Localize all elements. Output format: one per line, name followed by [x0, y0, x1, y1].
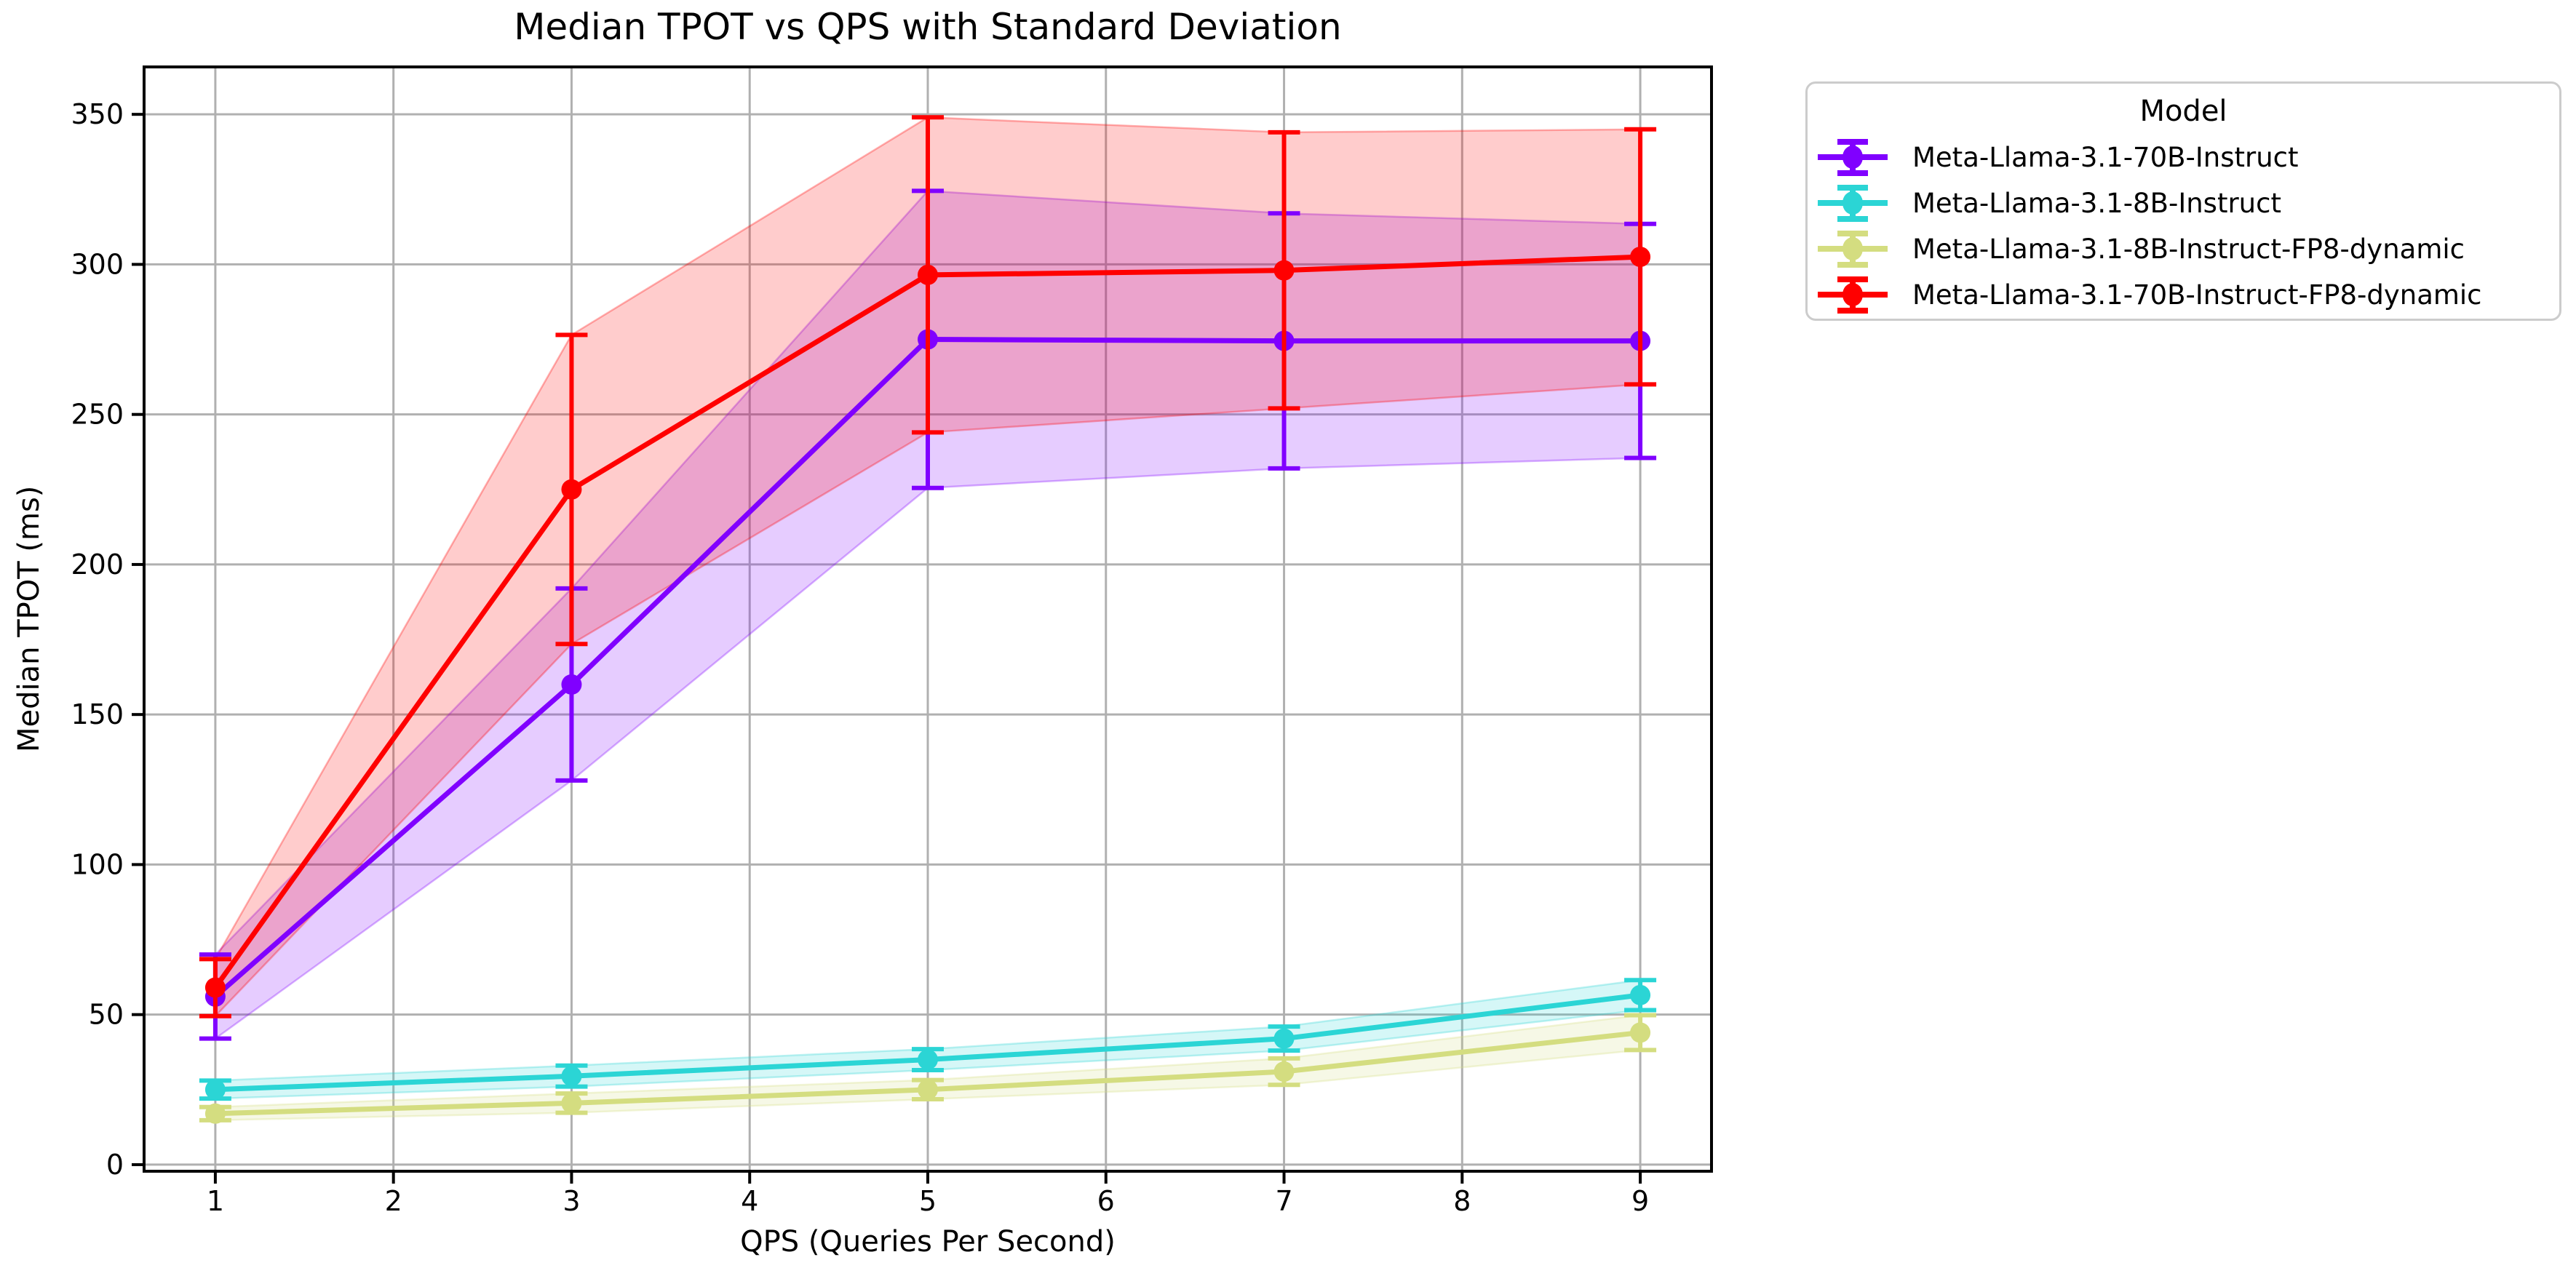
x-axis-label: QPS (Queries Per Second) [740, 1225, 1116, 1259]
data-point-marker [1630, 247, 1651, 268]
x-tick-label: 8 [1453, 1185, 1471, 1217]
legend-item-label: Meta-Llama-3.1-8B-Instruct [1912, 188, 2281, 219]
legend-item-label: Meta-Llama-3.1-8B-Instruct-FP8-dynamic [1912, 234, 2465, 265]
errorbar-glyph-icon [1818, 139, 1888, 176]
errorbar-glyph-icon [1818, 276, 1888, 314]
data-point-marker [1630, 1022, 1651, 1043]
x-tick-label: 6 [1097, 1185, 1115, 1217]
x-tick-label: 4 [741, 1185, 758, 1217]
y-tick-label: 300 [71, 248, 124, 280]
data-point-marker [204, 1103, 226, 1124]
data-point-marker [204, 977, 226, 998]
data-point-marker [918, 1049, 938, 1070]
errorbar-glyph-icon [1818, 185, 1888, 222]
y-tick-label: 200 [71, 549, 124, 581]
data-point-marker [1273, 1061, 1295, 1082]
axes-spines [143, 65, 1713, 1173]
y-tick-label: 150 [71, 698, 124, 730]
errorbar-glyph-icon [1818, 231, 1888, 268]
data-point-marker [561, 1066, 582, 1087]
y-tick-label: 0 [106, 1149, 124, 1181]
legend-item: Meta-Llama-3.1-70B-Instruct-FP8-dynamic [1808, 272, 2559, 318]
legend-item: Meta-Llama-3.1-8B-Instruct [1808, 180, 2559, 226]
x-tick-label: 1 [207, 1185, 224, 1217]
y-tick-label: 50 [89, 999, 124, 1031]
legend-item-label: Meta-Llama-3.1-70B-Instruct [1912, 142, 2299, 173]
data-point-marker [561, 479, 582, 500]
x-tick-label: 9 [1631, 1185, 1649, 1217]
y-tick-label: 250 [71, 399, 124, 431]
errorbar-glyph-part [1842, 283, 1863, 306]
chart-title: Median TPOT vs QPS with Standard Deviati… [514, 6, 1342, 48]
y-axis-label: Median TPOT (ms) [12, 485, 46, 753]
x-tick-label: 7 [1275, 1185, 1292, 1217]
legend-items: Meta-Llama-3.1-70B-Instruct Meta-Llama-3.… [1808, 135, 2559, 318]
data-point-marker [918, 1079, 938, 1100]
legend-title: Model [2139, 95, 2227, 128]
data-point-marker [1273, 260, 1295, 281]
x-tick-label: 2 [385, 1185, 402, 1217]
y-tick-label: 100 [71, 848, 124, 880]
errorbar-glyph-part [1842, 237, 1863, 260]
data-point-marker [918, 264, 938, 285]
x-tick-label: 3 [562, 1185, 580, 1217]
y-tick-label: 350 [71, 98, 124, 130]
data-point-marker [561, 674, 582, 695]
data-point-marker [1273, 1028, 1295, 1049]
x-tick-label: 5 [919, 1185, 937, 1217]
legend-item-label: Meta-Llama-3.1-70B-Instruct-FP8-dynamic [1912, 279, 2482, 311]
legend-item: Meta-Llama-3.1-8B-Instruct-FP8-dynamic [1808, 226, 2559, 272]
errorbar-glyph-part [1842, 145, 1863, 169]
data-point-marker [561, 1093, 582, 1114]
errorbar-glyph-part [1842, 191, 1863, 215]
legend: Model Meta-Llama-3.1-70B-Instruct Meta-Ll… [1805, 81, 2561, 321]
data-point-marker [1630, 984, 1651, 1005]
data-point-marker [204, 1079, 226, 1100]
legend-item: Meta-Llama-3.1-70B-Instruct [1808, 135, 2559, 180]
